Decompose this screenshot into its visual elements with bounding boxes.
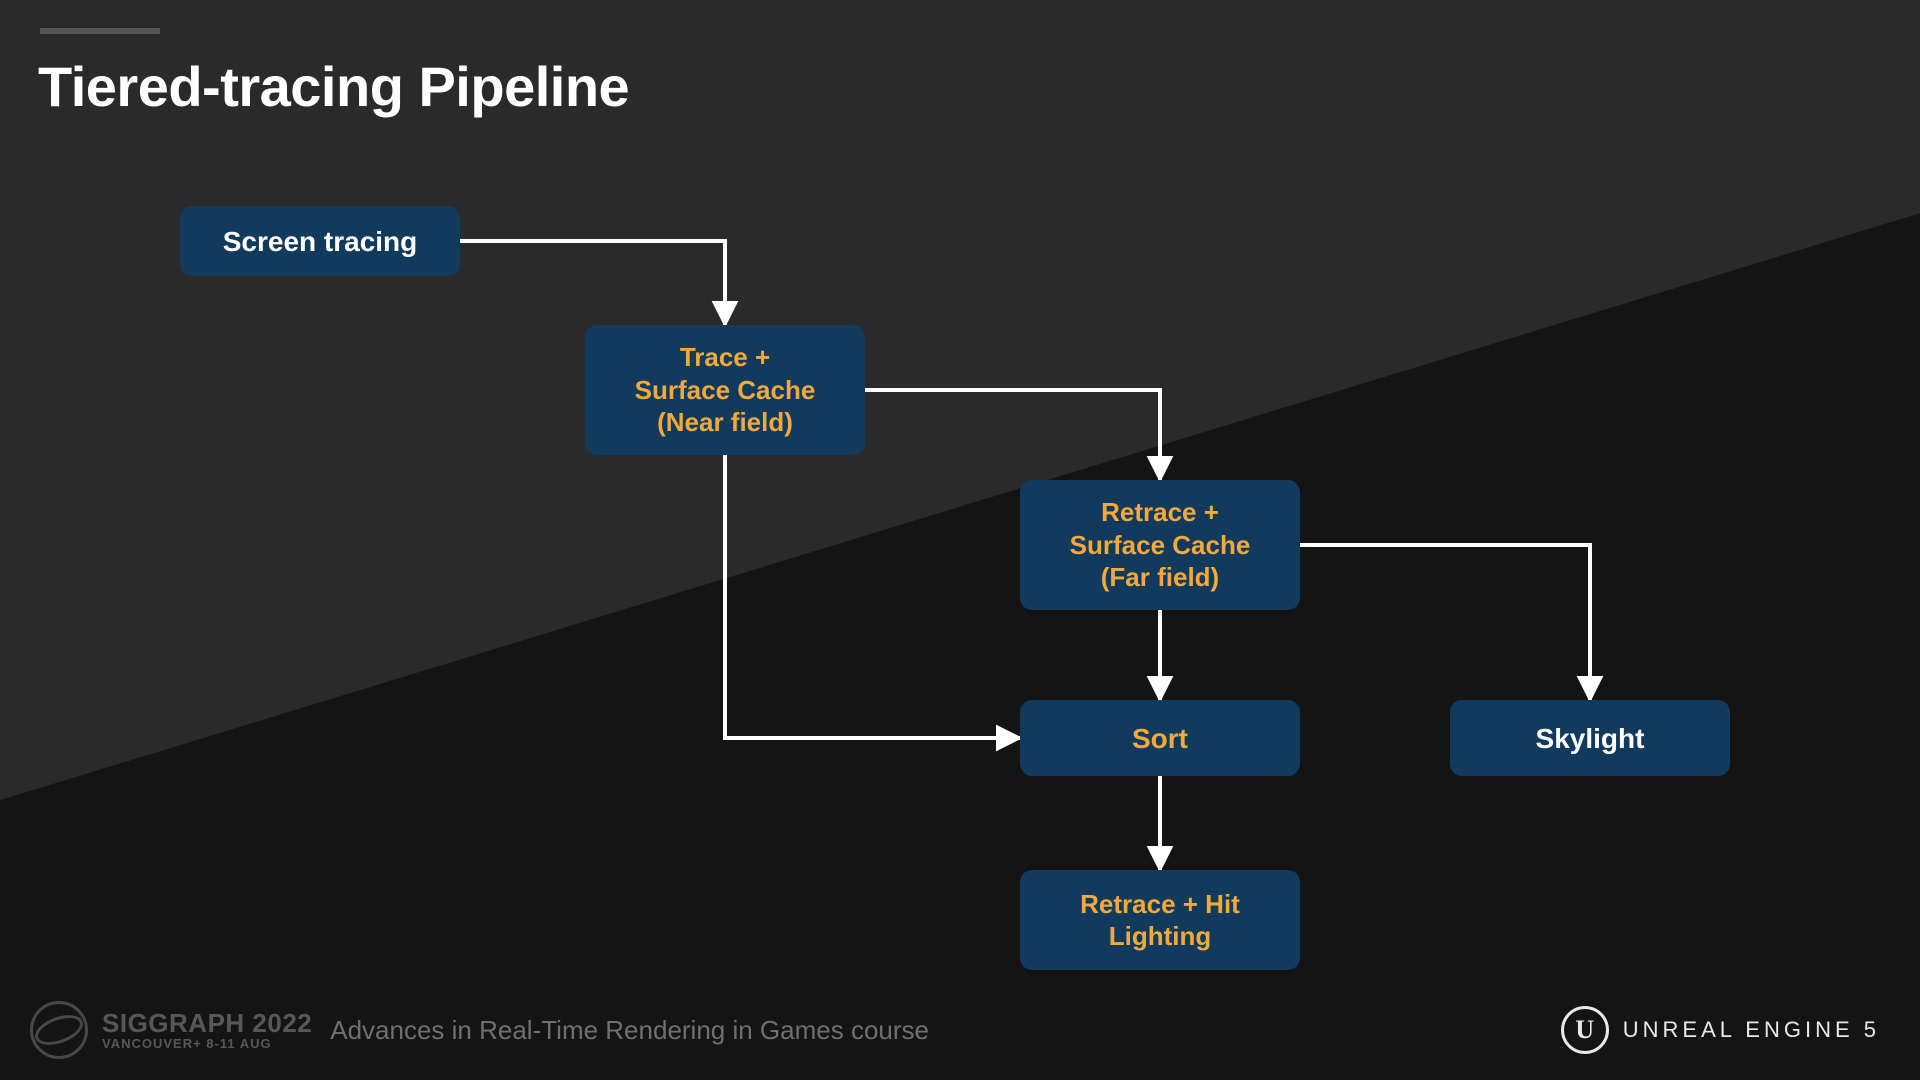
node-skylight: Skylight [1450, 700, 1730, 776]
slide-title: Tiered-tracing Pipeline [38, 54, 629, 119]
node-far: Retrace +Surface Cache(Far field) [1020, 480, 1300, 610]
edge-far-to-skylight [1300, 545, 1590, 700]
unreal-engine-logo: U UNREAL ENGINE 5 [1561, 1006, 1880, 1054]
course-title: Advances in Real-Time Rendering in Games… [330, 1015, 929, 1046]
node-hit: Retrace + HitLighting [1020, 870, 1300, 970]
conference-sub: VANCOUVER+ 8-11 AUG [102, 1037, 312, 1051]
node-screen: Screen tracing [180, 206, 460, 276]
siggraph-ring-icon [30, 1001, 88, 1059]
footer: SIGGRAPH 2022 VANCOUVER+ 8-11 AUG Advanc… [0, 990, 1920, 1080]
flowchart-canvas: Screen tracing Trace +Surface Cache(Near … [0, 0, 1920, 1080]
title-accent-bar [40, 28, 160, 34]
edge-near-to-sort [725, 455, 1020, 738]
unreal-engine-icon: U [1561, 1006, 1609, 1054]
node-sort: Sort [1020, 700, 1300, 776]
flowchart-edges [0, 0, 1920, 1080]
node-near: Trace +Surface Cache(Near field) [585, 325, 865, 455]
edge-screen-to-near [460, 241, 725, 325]
siggraph-text: SIGGRAPH 2022 VANCOUVER+ 8-11 AUG [102, 1010, 312, 1051]
conference-name: SIGGRAPH 2022 [102, 1010, 312, 1037]
edge-near-to-far [865, 390, 1160, 480]
siggraph-logo: SIGGRAPH 2022 VANCOUVER+ 8-11 AUG [30, 1001, 312, 1059]
unreal-engine-text: UNREAL ENGINE 5 [1623, 1017, 1880, 1043]
